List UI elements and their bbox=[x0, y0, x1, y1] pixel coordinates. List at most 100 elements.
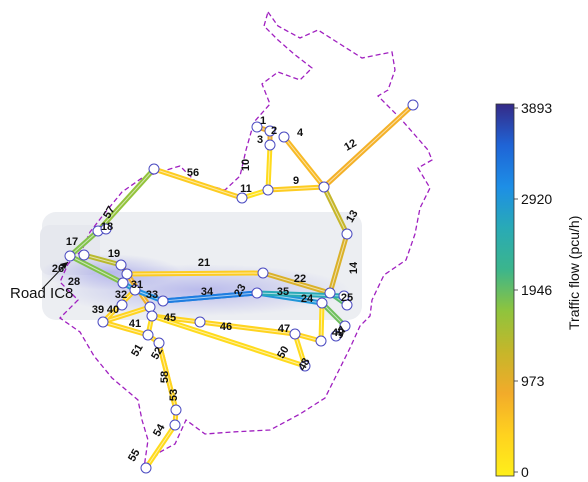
link-58-centerline bbox=[158, 342, 177, 411]
link-label-41: 41 bbox=[129, 318, 141, 330]
link-label-3: 3 bbox=[257, 134, 263, 146]
network-node bbox=[100, 223, 112, 235]
network-node bbox=[289, 328, 301, 340]
network-node bbox=[341, 228, 353, 240]
link-10-centerline bbox=[267, 144, 271, 191]
network-node bbox=[140, 462, 152, 474]
link-label-13: 13 bbox=[344, 208, 361, 225]
link-label-37: 37 bbox=[333, 324, 350, 341]
network-node bbox=[97, 316, 109, 328]
nodes-layer bbox=[64, 99, 419, 474]
link-55-centerline bbox=[145, 424, 176, 469]
link-12-centerline bbox=[323, 104, 414, 188]
study-area-boundary bbox=[58, 10, 433, 470]
link-label-55: 55 bbox=[126, 447, 143, 464]
link-label-22: 22 bbox=[294, 273, 306, 285]
colorbar-tick-label: 3893 bbox=[521, 100, 552, 116]
link-label-2: 2 bbox=[271, 125, 277, 137]
link-48-centerline bbox=[294, 333, 306, 367]
network-node bbox=[315, 335, 327, 347]
network-node bbox=[115, 259, 127, 271]
network-node bbox=[170, 404, 182, 416]
colorbar-title: Traffic flow (pcu/h) bbox=[566, 216, 582, 330]
colorbar: 3893 2920 1946 973 0 Traffic flow (pcu/h) bbox=[495, 100, 582, 480]
network-node bbox=[64, 250, 76, 262]
network-node bbox=[341, 299, 353, 311]
link-21-centerline bbox=[126, 272, 264, 275]
link-39-centerline bbox=[102, 306, 151, 323]
network-node bbox=[251, 121, 263, 133]
link-label-23: 23 bbox=[232, 282, 249, 299]
link-label-33: 33 bbox=[146, 289, 158, 301]
network-node bbox=[318, 181, 330, 193]
network-node bbox=[251, 287, 263, 299]
network-node bbox=[144, 301, 156, 313]
network-node bbox=[316, 297, 328, 309]
road-callout-label: Road IC8 bbox=[10, 285, 73, 302]
network-node bbox=[330, 330, 342, 342]
network-node bbox=[129, 284, 141, 296]
link-label-51: 51 bbox=[129, 342, 146, 359]
network-node bbox=[116, 299, 128, 311]
link-label-32: 32 bbox=[115, 289, 127, 301]
link-label-25: 25 bbox=[341, 292, 353, 304]
link-label-18: 18 bbox=[101, 221, 113, 233]
network-node bbox=[153, 337, 165, 349]
link-46-centerline bbox=[199, 321, 296, 335]
network-node bbox=[117, 277, 129, 289]
link-label-4: 4 bbox=[297, 127, 304, 139]
network-node bbox=[407, 99, 419, 111]
colorbar-tick-label: 973 bbox=[521, 373, 545, 389]
link-49-centerline bbox=[320, 302, 323, 342]
network-node bbox=[194, 316, 206, 328]
link-label-40: 40 bbox=[107, 304, 119, 316]
link-label-21: 21 bbox=[198, 257, 210, 269]
link-label-35: 35 bbox=[277, 286, 289, 298]
link-label-52: 52 bbox=[149, 345, 166, 362]
link-label-9: 9 bbox=[293, 175, 299, 187]
colorbar-ticks: 3893 2920 1946 973 0 bbox=[514, 100, 552, 480]
link-56-centerline bbox=[153, 168, 243, 199]
link-label-28: 28 bbox=[68, 276, 80, 288]
link-14-centerline bbox=[329, 233, 348, 294]
network-node bbox=[264, 139, 276, 151]
link-label-39: 39 bbox=[92, 304, 104, 316]
link-label-49: 49 bbox=[332, 327, 344, 339]
link-label-26: 26 bbox=[52, 263, 64, 275]
network-node bbox=[78, 249, 90, 261]
link-label-1: 1 bbox=[260, 115, 266, 127]
link-57-centerline bbox=[97, 168, 155, 232]
link-label-14: 14 bbox=[348, 261, 360, 274]
link-22-centerline bbox=[262, 272, 331, 294]
link-17-centerline bbox=[69, 230, 99, 257]
link-41-centerline bbox=[102, 321, 149, 336]
colorbar-tick-label: 1946 bbox=[521, 282, 552, 298]
link-26-centerline bbox=[69, 255, 124, 284]
link-4-centerline bbox=[283, 136, 325, 188]
network-node bbox=[257, 267, 269, 279]
link-label-47: 47 bbox=[278, 323, 290, 335]
network-node bbox=[157, 295, 169, 307]
colorbar-tick-label: 2920 bbox=[521, 191, 552, 207]
network-node bbox=[324, 287, 336, 299]
link-13-centerline bbox=[323, 186, 348, 235]
network-node bbox=[236, 192, 248, 204]
link-label-19: 19 bbox=[108, 248, 120, 260]
network-node bbox=[121, 268, 133, 280]
network-node bbox=[169, 419, 181, 431]
network-node bbox=[299, 360, 311, 372]
link-50-centerline bbox=[151, 315, 306, 367]
colorbar-bar bbox=[495, 103, 515, 477]
network-node bbox=[142, 329, 154, 341]
link-label-45: 45 bbox=[164, 312, 176, 324]
network-node bbox=[146, 310, 158, 322]
network-node bbox=[262, 184, 274, 196]
network-node bbox=[278, 131, 290, 143]
network-node bbox=[264, 125, 276, 137]
colorbar-tick-label: 0 bbox=[521, 464, 529, 480]
link-label-50: 50 bbox=[275, 344, 292, 361]
link-label-58: 58 bbox=[159, 371, 171, 383]
